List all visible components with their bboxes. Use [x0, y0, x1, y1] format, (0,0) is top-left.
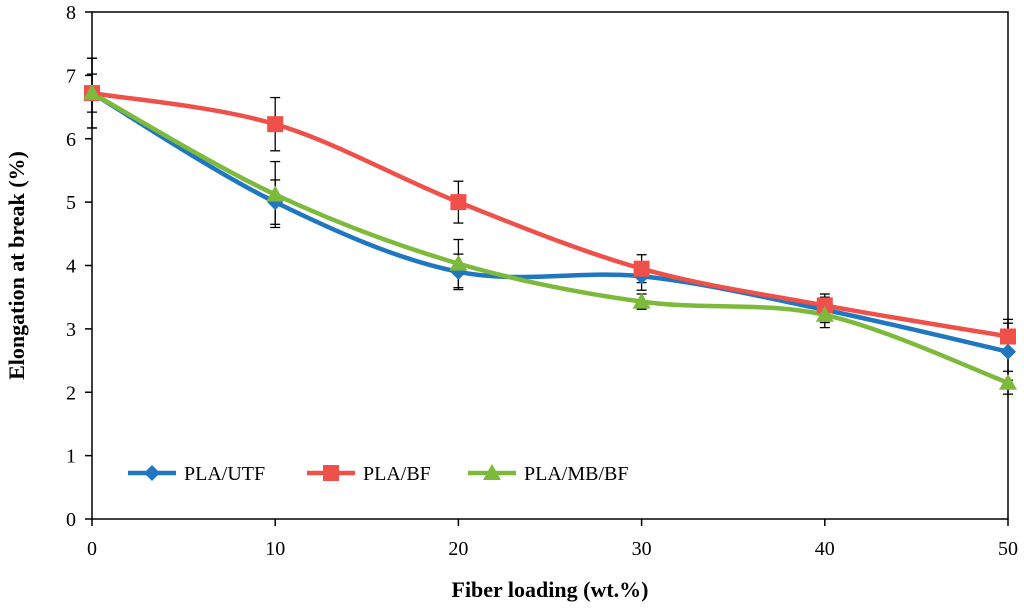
legend-marker-pla-mb-bf [483, 464, 501, 480]
series-line-pla-bf [91, 90, 1009, 339]
data-point-pla-mb-bf [815, 305, 834, 322]
data-point-pla-mb-bf [266, 185, 285, 202]
x-tick-label: 20 [448, 538, 468, 560]
series-markers [83, 84, 1017, 390]
x-tick-label: 30 [632, 538, 652, 560]
y-tick-label: 7 [66, 65, 76, 87]
x-tick-label: 10 [265, 538, 285, 560]
legend-label-pla-mb-bf: PLA/MB/BF [524, 463, 628, 485]
y-tick-label: 3 [66, 319, 76, 341]
series-line-pla-utf [90, 91, 1009, 354]
y-tick-label: 0 [66, 509, 76, 531]
data-point-pla-mb-bf [632, 292, 651, 309]
data-point-pla-bf [1000, 328, 1016, 345]
data-point-pla-bf [267, 116, 284, 133]
legend-label-pla-utf: PLA/UTF [184, 463, 265, 485]
data-point-pla-bf [816, 297, 833, 314]
legend-marker-pla-bf [323, 465, 339, 481]
y-axis-title: Elongation at break (%) [4, 151, 29, 380]
data-point-pla-utf [1000, 343, 1016, 360]
axes: 0 1 2 3 4 5 6 7 8 0 10 20 30 40 50 [66, 2, 1018, 560]
x-tick-label: 50 [998, 538, 1018, 560]
y-tick-label: 1 [66, 446, 76, 468]
legend-label-pla-bf: PLA/BF [363, 463, 431, 485]
data-point-pla-mb-bf [999, 373, 1017, 390]
x-axis-title: Fiber loading (wt.%) [452, 577, 649, 602]
error-bars [87, 57, 1013, 395]
x-tick-label: 40 [815, 538, 835, 560]
series-lines [90, 90, 1009, 385]
legend-marker-pla-utf [144, 465, 160, 481]
y-tick-label: 8 [66, 2, 76, 24]
series-line-pla-mb-bf [90, 91, 1009, 385]
data-point-pla-bf [633, 260, 650, 277]
y-tick-label: 5 [66, 192, 76, 214]
y-tick-label: 6 [66, 129, 76, 151]
plot-area-frame [91, 11, 1009, 520]
data-point-pla-mb-bf [83, 84, 101, 101]
x-tick-label: 0 [87, 538, 97, 560]
y-tick-label: 2 [66, 382, 76, 404]
data-point-pla-mb-bf [449, 254, 468, 271]
y-tick-label: 4 [66, 256, 76, 278]
legend: PLA/UTF PLA/BF PLA/MB/BF [128, 463, 628, 485]
data-point-pla-bf [450, 194, 467, 211]
